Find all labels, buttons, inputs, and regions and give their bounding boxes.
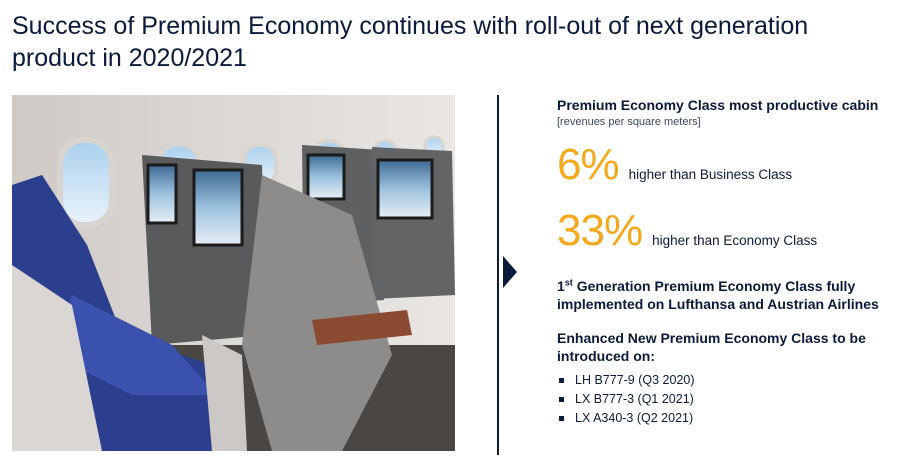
stat-economy-value: 33% bbox=[557, 206, 643, 255]
bullet-icon bbox=[559, 378, 564, 383]
list-item: LX A340-3 (Q2 2021) bbox=[557, 409, 897, 428]
stat-business-text: higher than Business Class bbox=[628, 167, 793, 182]
productive-cabin-heading: Premium Economy Class most productive ca… bbox=[557, 97, 879, 113]
triangle-right-icon bbox=[503, 256, 517, 288]
vertical-divider bbox=[497, 95, 499, 455]
cabin-photo bbox=[12, 95, 455, 451]
list-item: LX B777-3 (Q1 2021) bbox=[557, 390, 897, 409]
route-label: LX A340-3 (Q2 2021) bbox=[575, 411, 694, 425]
bullet-icon bbox=[559, 416, 564, 421]
slide-title: Success of Premium Economy continues wit… bbox=[12, 12, 809, 72]
gen1-ordinal-suffix: st bbox=[564, 277, 573, 288]
stat-economy: 33% higher than Economy Class bbox=[557, 209, 897, 253]
gen1-ordinal-number: 1 bbox=[557, 278, 565, 294]
route-label: LH B777-9 (Q3 2020) bbox=[575, 373, 695, 387]
cabin-seats-illustration bbox=[12, 95, 455, 451]
gen1-statement: 1st Generation Premium Economy Class ful… bbox=[557, 277, 897, 313]
stat-economy-text: higher than Economy Class bbox=[652, 233, 818, 248]
route-label: LX B777-3 (Q1 2021) bbox=[575, 392, 694, 406]
stat-business: 6% higher than Business Class bbox=[557, 143, 897, 187]
gen1-text: Generation Premium Economy Class fully i… bbox=[557, 278, 879, 312]
info-panel: Premium Economy Class most productive ca… bbox=[557, 96, 897, 428]
route-list: LH B777-9 (Q3 2020) LX B777-3 (Q1 2021) … bbox=[557, 371, 897, 428]
stat-business-value: 6% bbox=[557, 140, 620, 189]
bullet-icon bbox=[559, 397, 564, 402]
revenue-note: [revenues per square meters] bbox=[557, 116, 701, 128]
list-item: LH B777-9 (Q3 2020) bbox=[557, 371, 897, 390]
enhanced-heading: Enhanced New Premium Economy Class to be… bbox=[557, 330, 866, 364]
